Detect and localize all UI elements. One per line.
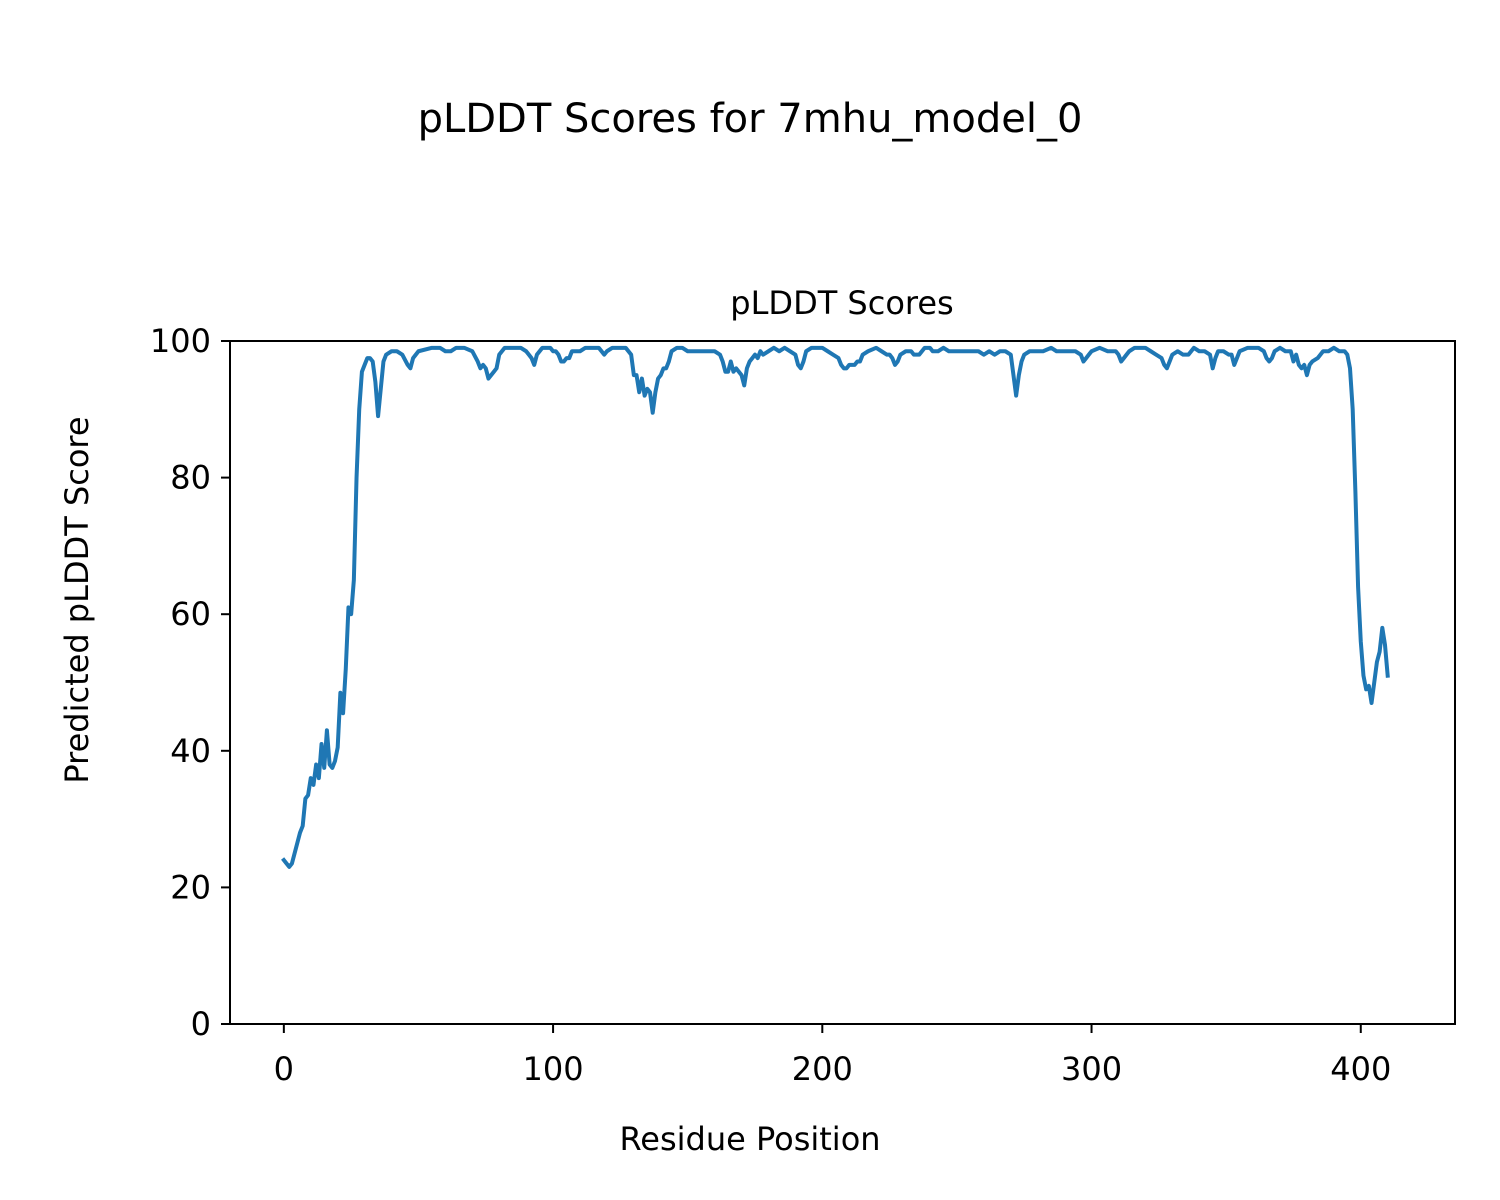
y-tick-label: 80 bbox=[170, 459, 211, 497]
y-tick-label: 40 bbox=[170, 732, 211, 770]
series-line bbox=[281, 345, 1390, 869]
axes-frame bbox=[229, 340, 1456, 1025]
x-tick-label: 400 bbox=[1330, 1050, 1391, 1088]
y-tick-label: 100 bbox=[150, 322, 211, 360]
x-tick-label: 200 bbox=[792, 1050, 853, 1088]
axes-title: pLDDT Scores bbox=[730, 284, 953, 322]
plot-area bbox=[229, 340, 1456, 1025]
x-tick-label: 300 bbox=[1061, 1050, 1122, 1088]
figure-title: pLDDT Scores for 7mhu_model_0 bbox=[418, 96, 1083, 142]
x-tick-label: 100 bbox=[523, 1050, 584, 1088]
axis-ticks: 0 100 200 300 400 0 20 40 60 80 100 bbox=[150, 322, 1391, 1088]
y-tick-label: 0 bbox=[191, 1005, 211, 1043]
y-tick-label: 20 bbox=[170, 868, 211, 906]
x-axis-label: Residue Position bbox=[619, 1120, 880, 1158]
x-tick-label: 0 bbox=[274, 1050, 294, 1088]
y-tick-label: 60 bbox=[170, 595, 211, 633]
y-axis-label: Predicted pLDDT Score bbox=[58, 416, 96, 783]
